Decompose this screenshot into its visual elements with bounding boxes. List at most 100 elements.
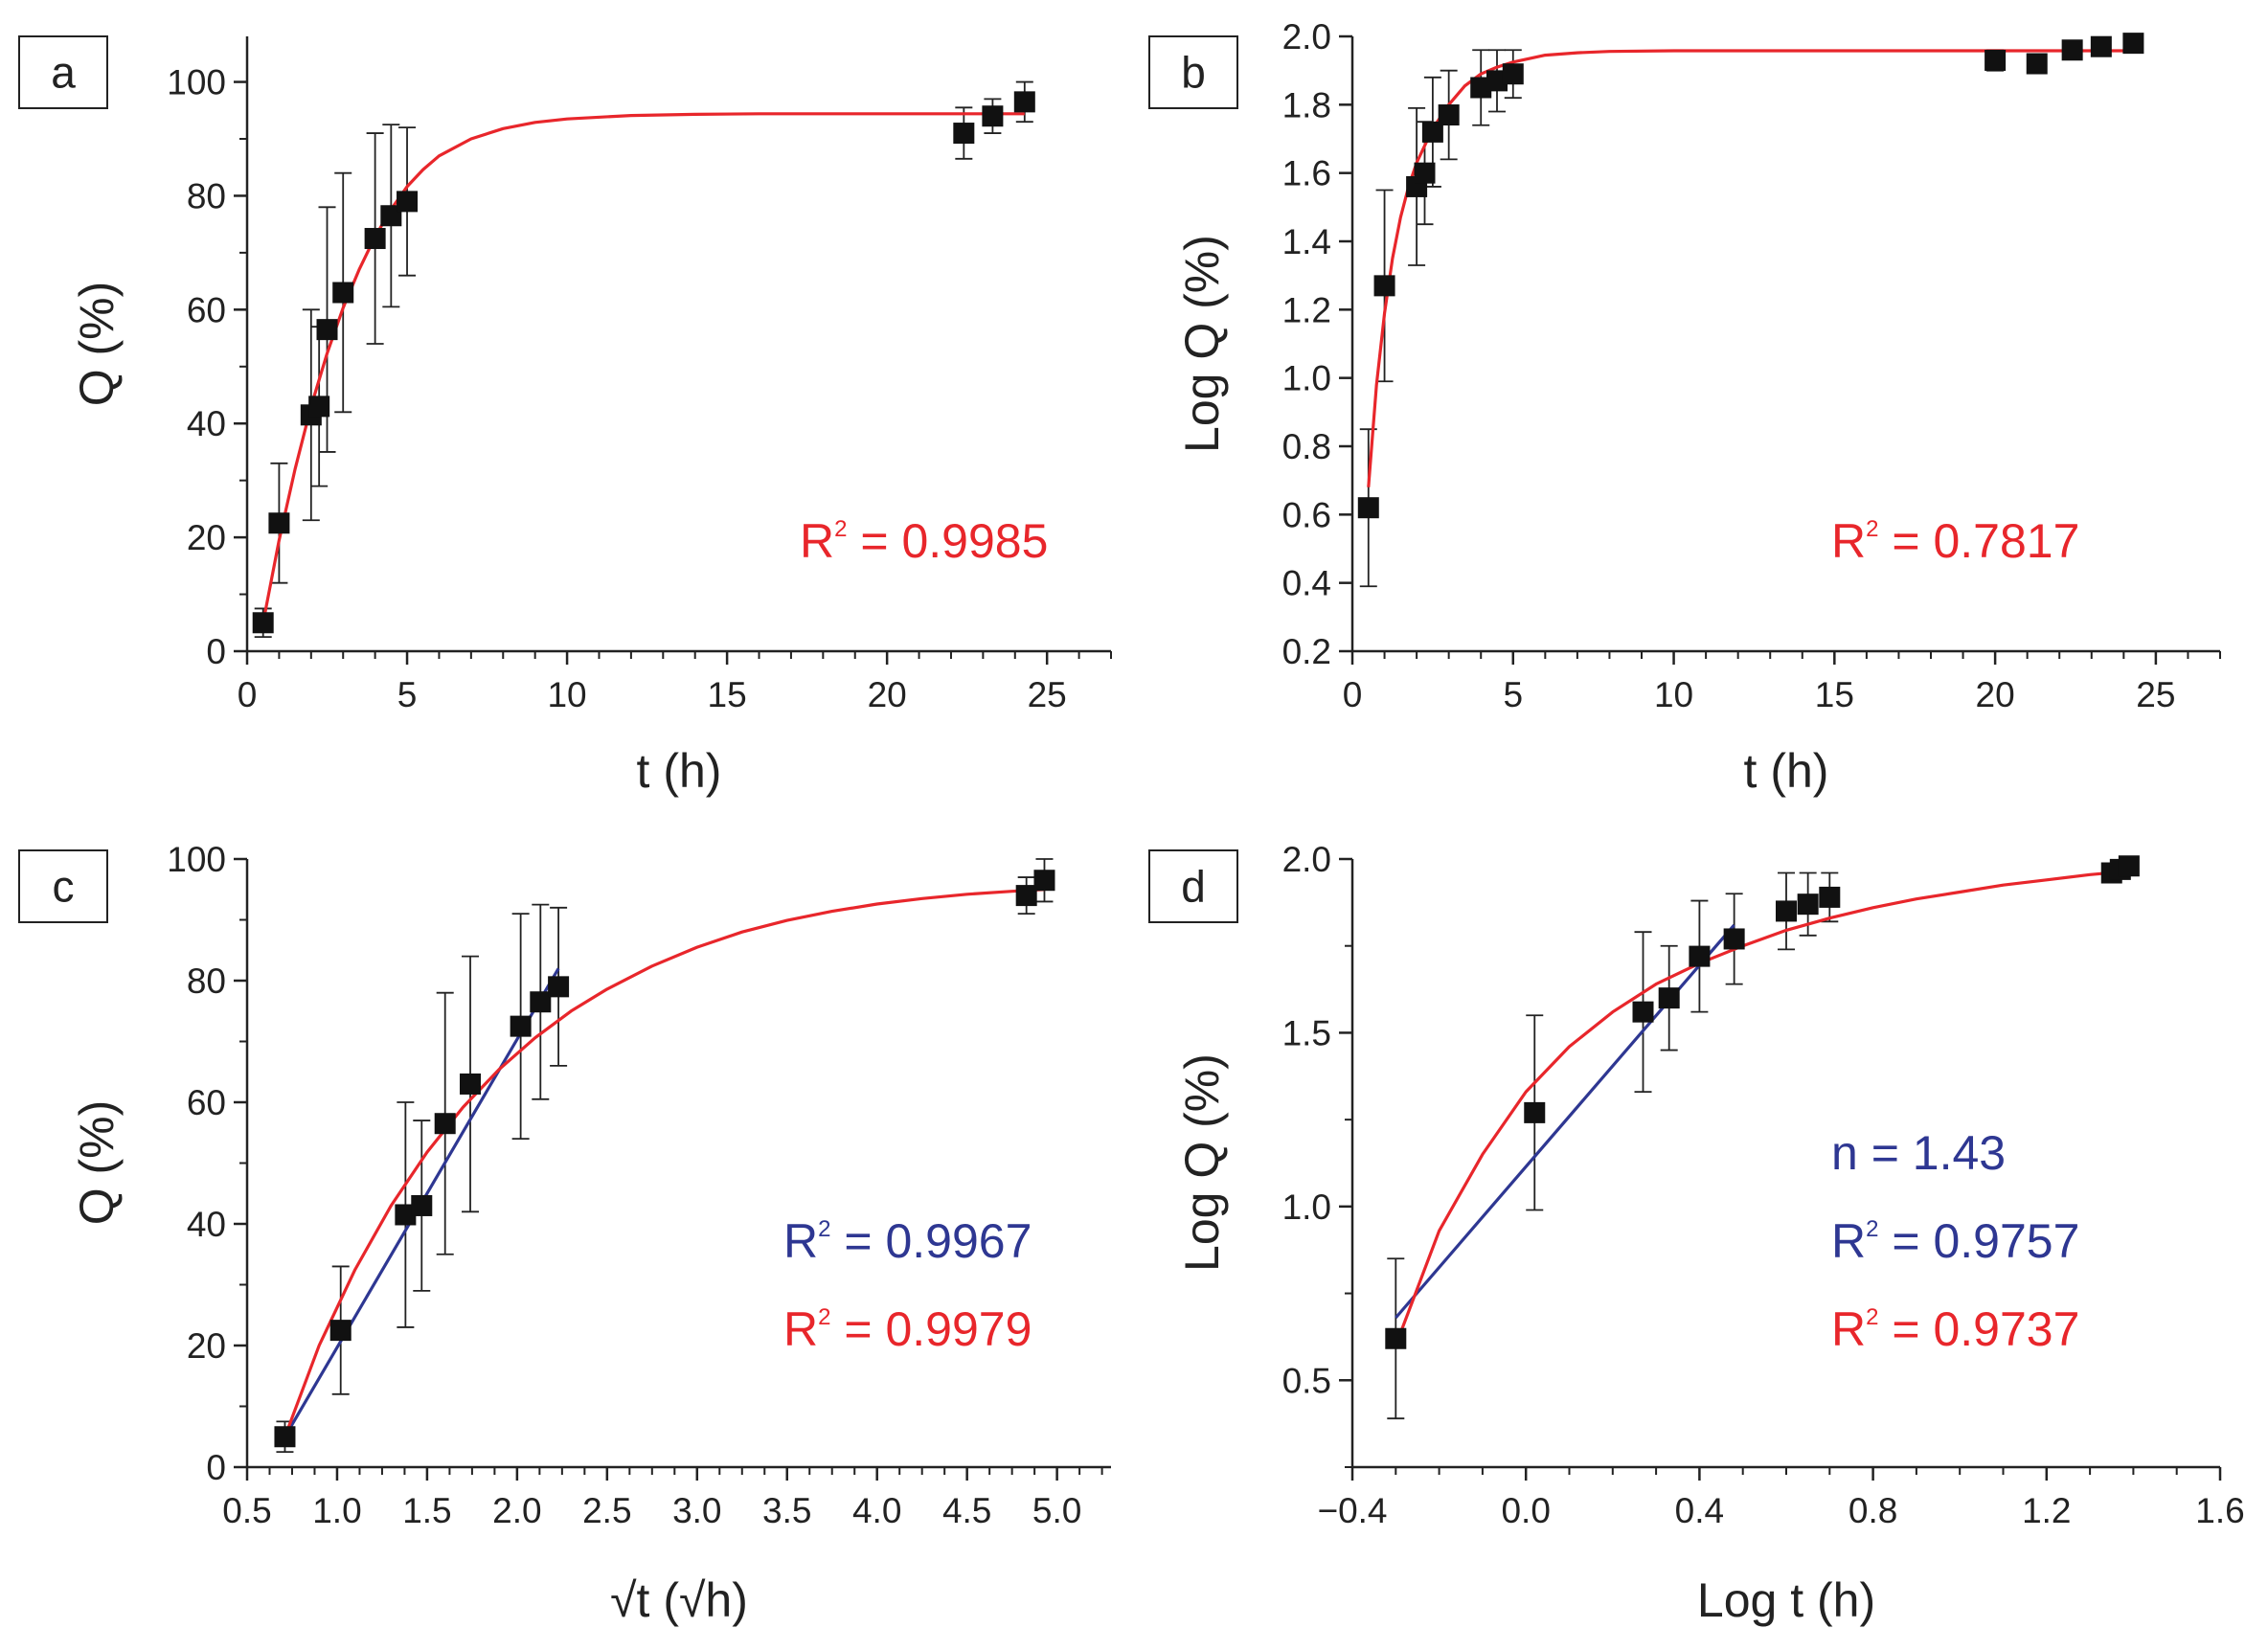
fit-curve xyxy=(1367,49,2134,487)
data-point xyxy=(434,1113,456,1135)
x-axis-title: √t (√h) xyxy=(610,1573,748,1627)
panel-label: b xyxy=(1181,48,1206,98)
x-tick-label: −0.4 xyxy=(1317,1491,1387,1530)
fit-curve xyxy=(284,888,1045,1437)
y-axis-title: Q (%) xyxy=(70,1100,124,1226)
data-point xyxy=(397,191,419,213)
x-tick-label: 0.8 xyxy=(1848,1491,1897,1530)
y-tick-label: 0 xyxy=(206,632,226,671)
data-point xyxy=(1776,900,1797,922)
panel-label: d xyxy=(1181,862,1206,912)
x-tick-label: 0.0 xyxy=(1501,1491,1550,1530)
y-tick-label: 2.0 xyxy=(1282,840,1331,879)
data-point xyxy=(274,1426,296,1448)
y-tick-label: 1.2 xyxy=(1282,290,1331,329)
x-tick-label: 25 xyxy=(2136,675,2175,714)
fit-annotation: R2 = 0.9757 xyxy=(1831,1214,2079,1268)
data-point xyxy=(460,1073,482,1095)
y-tick-label: 80 xyxy=(187,176,226,215)
y-tick-label: 20 xyxy=(187,518,226,557)
x-tick-label: 5.0 xyxy=(1032,1491,1081,1530)
data-point xyxy=(1797,893,1819,916)
y-tick-label: 2.0 xyxy=(1282,17,1331,57)
data-point xyxy=(252,612,274,634)
y-tick-label: 60 xyxy=(187,1083,226,1122)
panel-label-box xyxy=(1148,849,1238,923)
y-tick-label: 1.5 xyxy=(1282,1013,1331,1052)
y-tick-label: 0 xyxy=(206,1448,226,1487)
fit-annotation: R2 = 0.7817 xyxy=(1831,514,2079,568)
data-point xyxy=(1819,886,1841,908)
data-point xyxy=(1524,1101,1546,1123)
fit-annotation: n = 1.43 xyxy=(1831,1126,2006,1180)
y-tick-label: 1.4 xyxy=(1282,222,1331,261)
data-point xyxy=(953,123,975,145)
data-point xyxy=(1984,49,2007,71)
fit-curve xyxy=(1394,870,2130,1346)
panel-label: a xyxy=(51,48,76,98)
data-point xyxy=(1502,63,1524,85)
data-point xyxy=(2061,39,2083,61)
x-tick-label: 0 xyxy=(1343,675,1363,714)
x-tick-label: 3.5 xyxy=(762,1491,811,1530)
data-point xyxy=(332,282,354,304)
data-point xyxy=(395,1204,417,1226)
data-point xyxy=(1013,91,1035,113)
data-point xyxy=(1033,870,1055,892)
data-point xyxy=(1658,987,1680,1009)
x-tick-label: 5 xyxy=(397,675,418,714)
data-point xyxy=(1486,70,1508,92)
linear-fit-line xyxy=(1395,923,1735,1320)
panel-d: d −0.4 0.0 0.4 0.8 1.2 1.6 0.5 1.0 1.5 2.0 Log t (h… xyxy=(1148,840,2245,1627)
y-tick-label: 80 xyxy=(187,961,226,1001)
y-tick-label: 0.4 xyxy=(1282,564,1331,603)
data-point xyxy=(1373,275,1395,297)
x-tick-label: 2.5 xyxy=(582,1491,631,1530)
y-tick-label: 0.8 xyxy=(1282,427,1331,466)
panel-a: a 0 5 10 15 20 25 0 20 40 60 80 100 t (h) Q (%) R2 = 0.… xyxy=(18,35,1112,798)
data-point xyxy=(530,991,552,1013)
y-tick-label: 0.6 xyxy=(1282,495,1331,534)
panel-label-box xyxy=(1148,35,1238,109)
fit-annotation: R2 = 0.9967 xyxy=(783,1214,1032,1268)
data-point xyxy=(2026,53,2048,75)
y-tick-label: 60 xyxy=(187,290,226,329)
y-tick-label: 1.0 xyxy=(1282,359,1331,398)
y-tick-label: 100 xyxy=(167,840,226,879)
fit-annotation: R2 = 0.9979 xyxy=(783,1302,1032,1356)
panel-label: c xyxy=(53,862,75,912)
x-tick-label: 10 xyxy=(1654,675,1693,714)
x-tick-label: 20 xyxy=(868,675,907,714)
x-tick-label: 1.0 xyxy=(312,1491,361,1530)
panel-b: b 0 5 10 15 20 25 0.2 0.4 0.6 0.8 1.0 1.2 1.4 1.6 1.8 2.… xyxy=(1148,17,2221,798)
y-tick-label: 20 xyxy=(187,1326,226,1366)
data-point xyxy=(364,228,386,250)
x-tick-label: 10 xyxy=(547,675,586,714)
x-tick-label: 5 xyxy=(1503,675,1523,714)
data-point xyxy=(380,205,402,227)
data-point xyxy=(411,1194,433,1216)
data-point xyxy=(329,1320,352,1342)
x-tick-label: 1.5 xyxy=(402,1491,451,1530)
y-tick-label: 1.8 xyxy=(1282,85,1331,124)
data-point xyxy=(1438,104,1460,126)
data-point xyxy=(2118,855,2140,877)
y-tick-label: 1.0 xyxy=(1282,1187,1331,1227)
data-point xyxy=(982,105,1004,127)
y-tick-label: 40 xyxy=(187,1205,226,1244)
x-tick-label: 3.0 xyxy=(672,1491,721,1530)
x-tick-label: 0 xyxy=(238,675,258,714)
data-point xyxy=(1632,1001,1654,1023)
data-point xyxy=(1385,1327,1407,1349)
x-tick-label: 15 xyxy=(708,675,747,714)
data-point xyxy=(268,512,290,534)
panel-label-box xyxy=(18,35,108,109)
x-tick-label: 0.5 xyxy=(222,1491,271,1530)
x-axis-title: t (h) xyxy=(1744,744,1829,798)
data-point xyxy=(1723,928,1745,950)
data-point xyxy=(308,396,330,418)
data-point xyxy=(1421,121,1443,143)
panel-c: c 0.5 1.0 1.5 2.0 2.5 3.0 3.5 4.0 4.5 5.0 0 20 40 60 80… xyxy=(18,840,1111,1627)
x-tick-label: 1.2 xyxy=(2022,1491,2071,1530)
